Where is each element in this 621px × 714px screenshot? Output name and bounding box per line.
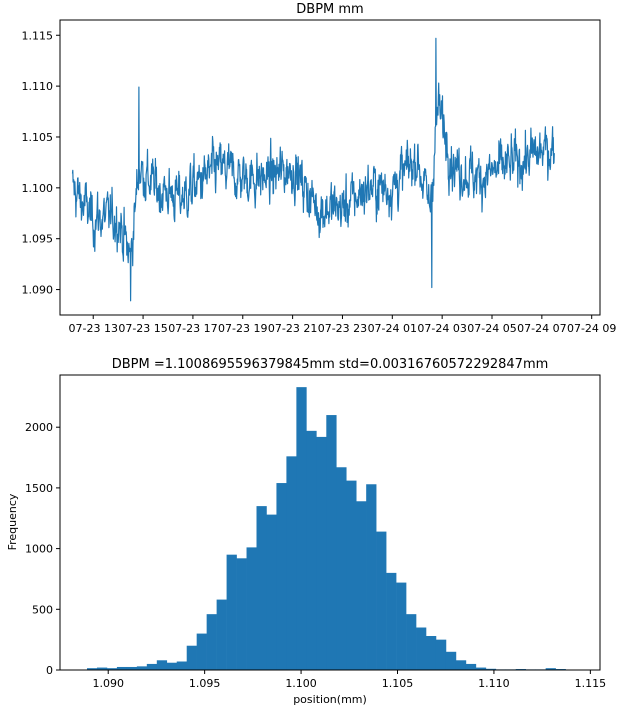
histogram-bar [106, 668, 118, 670]
histogram-bar [346, 480, 357, 670]
timeseries-line [71, 37, 555, 302]
x-tick-label: 07-24 05 [467, 322, 516, 335]
x-tick-label: 1.095 [189, 677, 221, 690]
y-tick-label: 1.110 [22, 80, 54, 93]
histogram-bar [435, 639, 447, 670]
histogram-xlabel: position(mm) [293, 693, 367, 706]
x-tick-label: 1.090 [92, 677, 124, 690]
histogram-frame [59, 374, 601, 671]
y-tick-label: 1000 [25, 543, 53, 556]
y-tick-label: 1.090 [22, 284, 54, 297]
histogram-bar [196, 633, 207, 670]
histogram-bar [246, 547, 257, 670]
y-tick-label: 1.095 [22, 233, 54, 246]
x-tick-label: 07-24 07 [517, 322, 566, 335]
y-tick-label: 1.115 [22, 29, 54, 42]
histogram-bar [286, 456, 297, 670]
histogram-ylabel: Frequency [6, 493, 19, 550]
x-tick-label: 07-23 23 [318, 322, 367, 335]
timeseries-x-axis: 07-23 13 07-23 15 07-23 17 07-23 19 07-23 21… [68, 315, 616, 335]
histogram-bar [366, 484, 377, 670]
histogram-bar [455, 660, 467, 670]
x-tick-label: 1.115 [575, 677, 607, 690]
x-tick-label: 1.110 [478, 677, 510, 690]
histogram-x-axis: 1.090 1.095 1.100 1.105 1.110 1.115 [92, 670, 606, 690]
histogram-bar [545, 668, 556, 670]
y-tick-label: 2000 [25, 421, 53, 434]
histogram-bar [87, 668, 98, 670]
histogram-bar [475, 667, 487, 670]
timeseries-chart: DBPM mm 1.090 1.095 1.100 1.105 1.110 1.115 0… [22, 2, 617, 335]
x-tick-label: 07-23 21 [268, 322, 317, 335]
timeseries-y-axis: 1.090 1.095 1.100 1.105 1.110 1.115 [22, 29, 60, 297]
histogram-bar [326, 415, 337, 670]
histogram-title: DBPM =1.1008695596379845mm std=0.0031676… [112, 357, 549, 372]
histogram-bar [356, 501, 367, 670]
histogram-bar [146, 663, 158, 670]
y-tick-label: 0 [46, 664, 53, 677]
histogram-bar [186, 645, 197, 670]
histogram-bar [116, 666, 128, 670]
histogram-bar [485, 668, 497, 670]
x-tick-label: 07-23 17 [168, 322, 217, 335]
histogram-bar [276, 483, 287, 670]
histogram-bar [156, 660, 168, 670]
histogram-bar [406, 614, 417, 670]
timeseries-frame [59, 19, 601, 316]
x-tick-label: 07-24 03 [417, 322, 466, 335]
histogram-y-axis: 0 500 1000 1500 2000 [25, 421, 60, 677]
x-tick-label: 1.100 [285, 677, 317, 690]
histogram-bar [416, 627, 427, 670]
histogram-bar [316, 436, 327, 670]
x-tick-label: 07-24 09 [567, 322, 616, 335]
timeseries-plot-area [71, 37, 555, 302]
histogram-bar [96, 667, 108, 670]
y-tick-label: 500 [32, 603, 53, 616]
histogram-bar [176, 661, 188, 670]
histogram-chart: DBPM =1.1008695596379845mm std=0.0031676… [6, 357, 606, 706]
histogram-bar [136, 666, 148, 670]
y-tick-label: 1.105 [22, 131, 54, 144]
histogram-bar [336, 467, 347, 670]
histogram-bar [306, 430, 317, 670]
histogram-bar [396, 582, 407, 670]
histogram-bar [206, 614, 217, 670]
x-tick-label: 07-24 01 [368, 322, 417, 335]
histogram-bar [426, 636, 437, 670]
x-tick-label: 07-23 19 [218, 322, 267, 335]
histogram-bar [126, 666, 138, 670]
timeseries-title: DBPM mm [296, 2, 363, 17]
histogram-bar [296, 387, 307, 670]
y-tick-label: 1500 [25, 482, 53, 495]
histogram-bar [266, 514, 277, 670]
x-tick-label: 07-23 13 [68, 322, 117, 335]
histogram-bar [386, 572, 397, 670]
y-tick-label: 1.100 [22, 182, 54, 195]
histogram-bars [87, 387, 566, 670]
x-tick-label: 1.105 [382, 677, 414, 690]
histogram-bar [216, 599, 227, 670]
histogram-bar [445, 651, 457, 670]
histogram-bar [376, 531, 387, 670]
histogram-bar [236, 558, 247, 670]
x-tick-label: 07-23 15 [118, 322, 167, 335]
histogram-bar [226, 554, 237, 670]
histogram-bar [465, 663, 477, 670]
histogram-bar [166, 662, 178, 670]
histogram-bar [256, 506, 267, 670]
